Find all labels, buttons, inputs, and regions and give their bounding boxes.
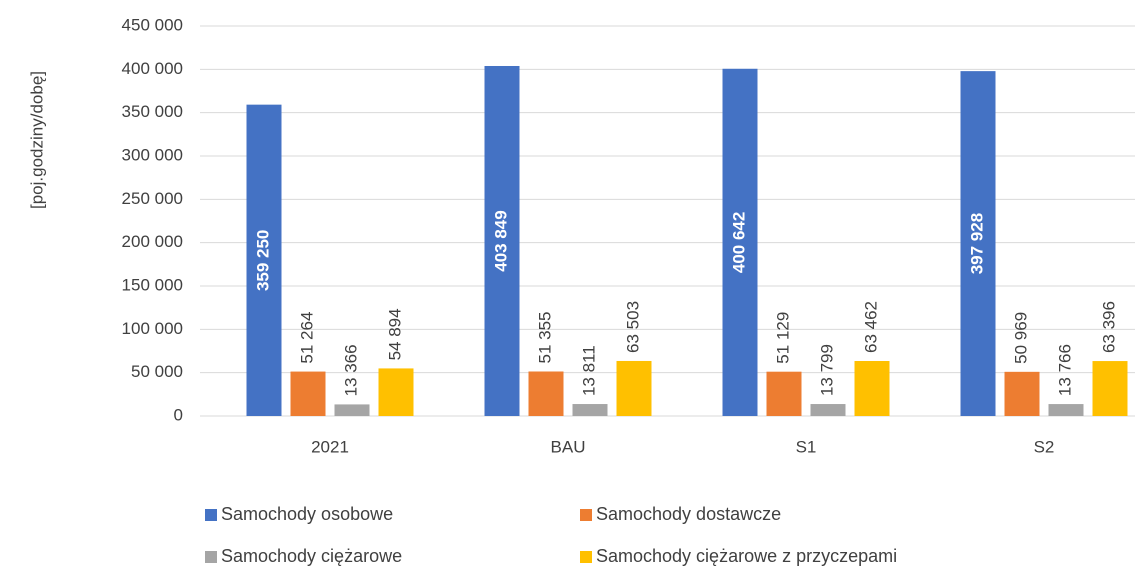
data-label: 54 894 xyxy=(385,308,404,360)
legend-swatch xyxy=(580,551,592,563)
bar xyxy=(334,404,370,416)
x-tick-label: BAU xyxy=(551,437,586,456)
data-label: 13 366 xyxy=(341,344,360,396)
data-label: 403 849 xyxy=(491,210,510,271)
bar xyxy=(378,368,414,416)
data-label: 13 799 xyxy=(817,344,836,396)
data-label: 13 766 xyxy=(1055,344,1074,396)
legend-swatch xyxy=(580,509,592,521)
legend-label: Samochody osobowe xyxy=(221,504,393,524)
y-tick-label: 400 000 xyxy=(122,59,183,78)
data-label: 51 355 xyxy=(535,311,554,363)
bar xyxy=(960,71,996,417)
y-tick-label: 350 000 xyxy=(122,102,183,121)
data-label: 397 928 xyxy=(967,213,986,274)
y-tick-label: 200 000 xyxy=(122,232,183,251)
y-tick-label: 100 000 xyxy=(122,319,183,338)
y-tick-label: 300 000 xyxy=(122,145,183,164)
bar xyxy=(572,404,608,416)
data-label: 13 811 xyxy=(579,345,598,396)
y-tick-label: 150 000 xyxy=(122,275,183,294)
data-label: 51 264 xyxy=(297,312,316,364)
bar xyxy=(528,371,564,416)
data-label: 63 503 xyxy=(623,301,642,353)
y-tick-label: 0 xyxy=(174,405,183,424)
bar xyxy=(246,104,282,417)
legend-label: Samochody ciężarowe z przyczepami xyxy=(596,546,897,566)
bar xyxy=(290,371,326,416)
legend-label: Samochody dostawcze xyxy=(596,504,781,524)
bar xyxy=(766,371,802,416)
y-tick-label: 250 000 xyxy=(122,189,183,208)
bar xyxy=(722,68,758,417)
data-label: 63 462 xyxy=(861,301,880,353)
bar xyxy=(484,65,520,417)
x-tick-label: S2 xyxy=(1034,437,1055,456)
data-label: 50 969 xyxy=(1011,312,1030,364)
x-tick-label: S1 xyxy=(796,437,817,456)
data-label: 359 250 xyxy=(253,230,272,291)
bar xyxy=(1092,361,1128,416)
x-tick-label: 2021 xyxy=(311,437,349,456)
legend-label: Samochody ciężarowe xyxy=(221,546,402,566)
data-label: 51 129 xyxy=(773,312,792,364)
bar xyxy=(810,404,846,416)
bar xyxy=(854,360,890,416)
y-axis-title: [poj.godziny/dobę] xyxy=(27,71,46,209)
legend-swatch xyxy=(205,551,217,563)
bar xyxy=(1048,404,1084,416)
y-tick-label: 450 000 xyxy=(122,15,183,34)
bar xyxy=(616,360,652,416)
bar xyxy=(1004,371,1040,416)
data-label: 63 396 xyxy=(1099,301,1118,353)
data-label: 400 642 xyxy=(729,212,748,273)
legend-swatch xyxy=(205,509,217,521)
y-tick-label: 50 000 xyxy=(131,362,183,381)
